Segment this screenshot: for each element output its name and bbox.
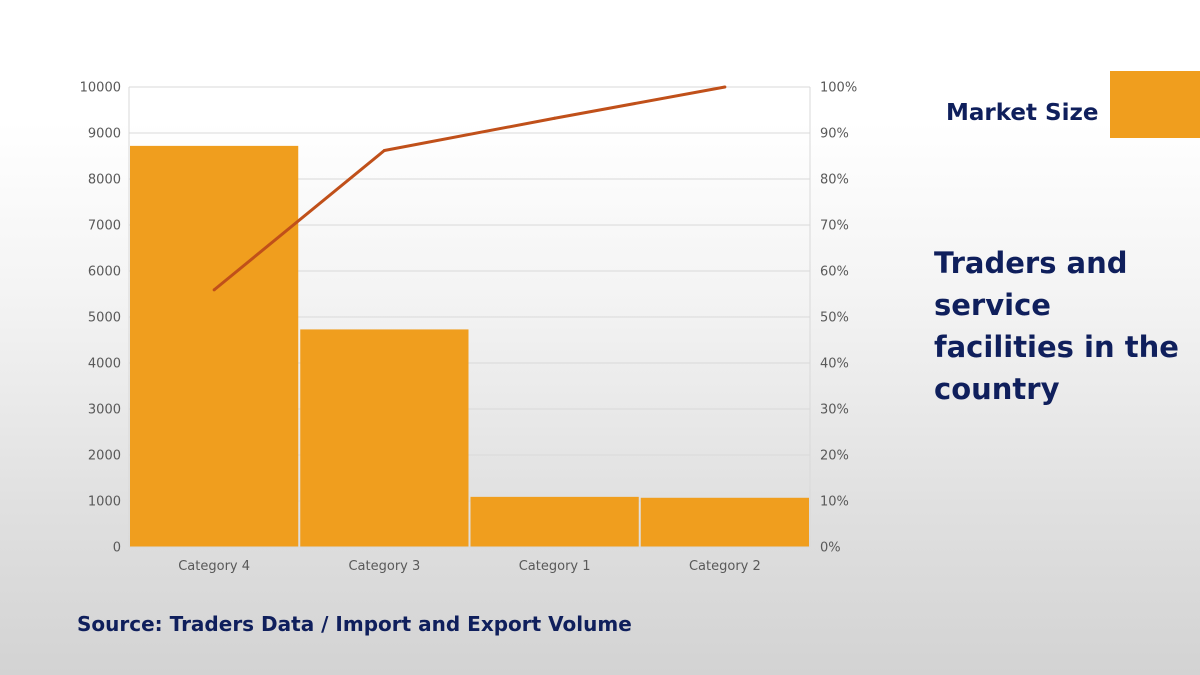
bars — [129, 145, 810, 548]
y2-tick-label: 20% — [820, 449, 849, 464]
cumulative-point — [723, 85, 727, 89]
market-size-title: Market Size — [946, 100, 1099, 126]
cumulative-line — [212, 85, 727, 292]
y-tick-label: 6000 — [88, 265, 121, 280]
y2-tick-label: 80% — [820, 173, 849, 188]
x-tick-label: Category 1 — [519, 559, 591, 574]
y2-tick-label: 50% — [820, 311, 849, 326]
y2-tick-label: 10% — [820, 495, 849, 510]
y2-tick-label: 30% — [820, 403, 849, 418]
bar-category-1 — [470, 496, 639, 547]
x-axis: Category 4 Category 3 Category 1 Category 2 — [178, 559, 761, 574]
x-tick-label: Category 4 — [178, 559, 250, 574]
y2-tick-label: 90% — [820, 127, 849, 142]
cumulative-percent-line — [213, 85, 726, 292]
y2-tick-label: 100% — [820, 81, 857, 96]
y2-tick-label: 70% — [820, 219, 849, 234]
y-tick-label: 3000 — [88, 403, 121, 418]
y2-tick-label: 0% — [820, 541, 841, 556]
y-tick-label: 2000 — [88, 449, 121, 464]
x-tick-label: Category 2 — [689, 559, 761, 574]
y-tick-label: 0 — [113, 541, 121, 556]
y-tick-label: 9000 — [88, 127, 121, 142]
y2-tick-label: 60% — [820, 265, 849, 280]
pareto-chart: 0 1000 2000 3000 4000 5000 6000 7000 8000 9000 100… — [80, 81, 858, 575]
cumulative-point — [212, 288, 216, 292]
y-tick-label: 1000 — [88, 495, 121, 510]
x-tick-label: Category 3 — [348, 559, 420, 574]
bar-category-2 — [640, 497, 809, 547]
y2-tick-label: 40% — [820, 357, 849, 372]
y-tick-label: 5000 — [88, 311, 121, 326]
cumulative-point — [553, 116, 557, 120]
y-axis-right: 0% 10% 20% 30% 40% 50% 60% 70% 80% 90% 100% — [820, 81, 857, 556]
y-tick-label: 8000 — [88, 173, 121, 188]
y-tick-label: 10000 — [80, 81, 121, 96]
cumulative-point — [382, 148, 386, 152]
accent-block — [1110, 71, 1200, 138]
bar-category-3 — [300, 329, 469, 547]
y-tick-label: 4000 — [88, 357, 121, 372]
source-note: Source: Traders Data / Import and Export… — [77, 612, 632, 636]
bar-category-4 — [130, 145, 299, 547]
y-tick-label: 7000 — [88, 219, 121, 234]
side-heading: Traders and service facilities in the co… — [934, 246, 1179, 406]
y-axis-left: 0 1000 2000 3000 4000 5000 6000 7000 8000 9000 100… — [80, 81, 121, 556]
